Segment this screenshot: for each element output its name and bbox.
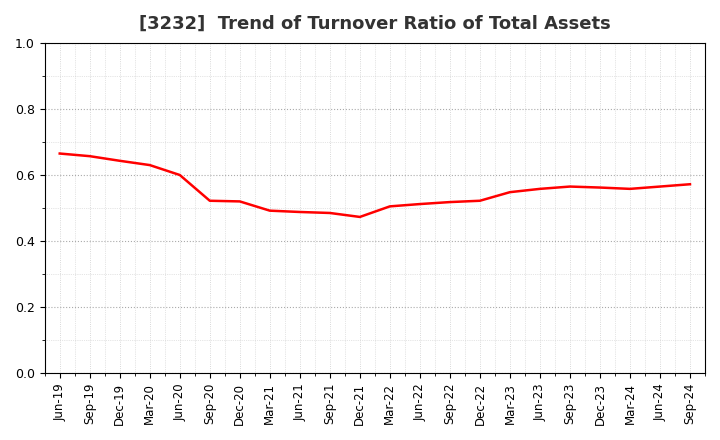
Title: [3232]  Trend of Turnover Ratio of Total Assets: [3232] Trend of Turnover Ratio of Total … [139, 15, 611, 33]
